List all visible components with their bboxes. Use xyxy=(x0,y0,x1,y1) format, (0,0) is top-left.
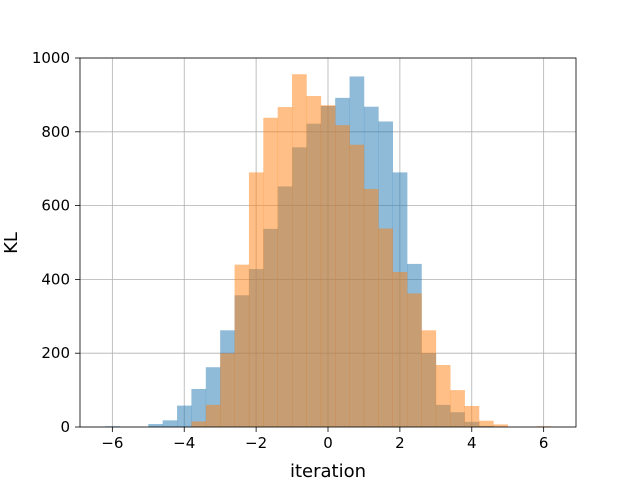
x-tick-label: −6 xyxy=(101,434,123,452)
histogram-bar-series-2 xyxy=(363,188,379,427)
y-tick-label: 0 xyxy=(60,418,70,436)
y-axis-label: KL xyxy=(1,232,22,254)
histogram-bar-series-2 xyxy=(349,144,365,427)
histogram-bar-series-2 xyxy=(407,293,422,427)
x-tick-label: 4 xyxy=(467,434,477,452)
histogram-bar-series-2 xyxy=(220,353,235,427)
histogram-bar-series-1 xyxy=(191,388,207,427)
x-tick-label: 6 xyxy=(539,434,549,452)
histogram-bar-series-2 xyxy=(464,405,480,427)
y-tick-label: 800 xyxy=(41,123,70,141)
histogram-bars xyxy=(105,74,552,428)
y-tick-label: 600 xyxy=(41,197,70,215)
histogram-bar-series-2 xyxy=(191,421,207,427)
histogram-bar-series-2 xyxy=(205,404,221,427)
y-tick-label: 1000 xyxy=(32,49,70,67)
histogram-bar-series-2 xyxy=(277,107,293,428)
x-tick-label: −2 xyxy=(245,434,267,452)
histogram-bar-series-2 xyxy=(478,420,494,427)
histogram-bar-series-2 xyxy=(421,330,437,427)
histogram-bar-series-2 xyxy=(306,96,322,427)
histogram-bar-series-2 xyxy=(292,74,307,428)
axis-ticks: −6 −4 −2 0 2 4 6 0 200 400 600 800 1000 xyxy=(32,49,549,452)
x-axis-label: iteration xyxy=(290,461,366,480)
x-tick-label: 2 xyxy=(395,434,405,452)
x-tick-label: 0 xyxy=(323,434,333,452)
histogram-bar-series-2 xyxy=(450,390,465,427)
histogram-bar-series-1 xyxy=(148,424,163,427)
histogram-bar-series-2 xyxy=(320,105,336,428)
histogram-bar-series-2 xyxy=(435,365,451,427)
x-tick-label: −4 xyxy=(173,434,195,452)
y-tick-label: 200 xyxy=(41,344,70,362)
histogram-bar-series-2 xyxy=(335,125,350,428)
y-tick-label: 400 xyxy=(41,270,70,288)
histogram-bar-series-2 xyxy=(234,264,250,427)
histogram-bar-series-2 xyxy=(392,272,408,427)
histogram-bar-series-2 xyxy=(493,424,509,427)
histogram-bar-series-2 xyxy=(378,228,393,427)
histogram-bar-series-2 xyxy=(248,172,264,427)
histogram-bar-series-1 xyxy=(162,420,178,427)
histogram-bar-series-1 xyxy=(177,405,192,427)
histogram-bar-series-2 xyxy=(263,117,278,427)
